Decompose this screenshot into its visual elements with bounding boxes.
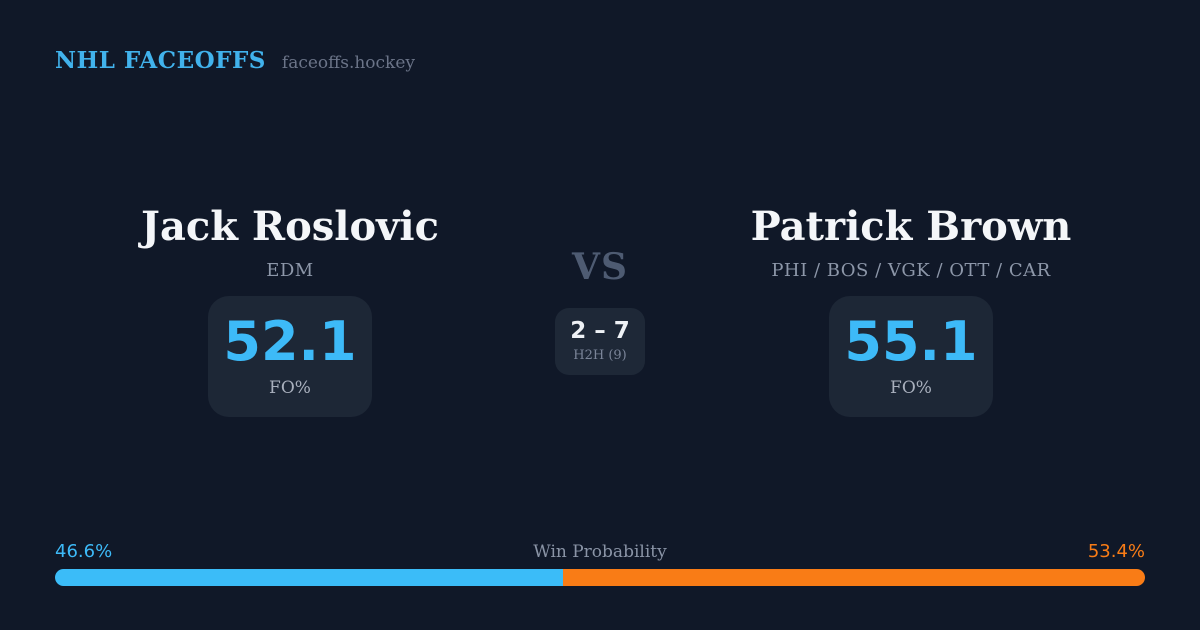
win-probability-section: 46.6% Win Probability 53.4% xyxy=(55,541,1145,586)
player-left-name: Jack Roslovic xyxy=(141,203,439,250)
win-probability-right-pct: 53.4% xyxy=(1087,541,1145,562)
vs-label: VS xyxy=(572,246,628,288)
player-left-fo-value: 52.1 xyxy=(223,310,357,373)
versus-column: VS 2 – 7 H2H (9) xyxy=(540,249,660,375)
site-url: faceoffs.hockey xyxy=(281,53,416,73)
player-right-fo-value: 55.1 xyxy=(844,310,978,373)
win-probability-labels: 46.6% Win Probability 53.4% xyxy=(55,541,1145,562)
player-right-name: Patrick Brown xyxy=(750,203,1072,250)
h2h-label: H2H (9) xyxy=(573,348,627,363)
win-probability-right-segment xyxy=(562,569,1145,586)
player-right-teams: PHI / BOS / VGK / OTT / CAR xyxy=(771,260,1051,281)
player-left-stat-card: 52.1 FO% xyxy=(208,296,372,417)
player-left-teams: EDM xyxy=(266,260,314,281)
h2h-score: 2 – 7 xyxy=(570,318,630,344)
player-right-stat-card: 55.1 FO% xyxy=(829,296,993,417)
win-probability-bar xyxy=(55,569,1145,586)
player-right-column: Patrick Brown PHI / BOS / VGK / OTT / CA… xyxy=(749,205,1073,417)
win-probability-left-segment xyxy=(55,569,563,586)
h2h-card: 2 – 7 H2H (9) xyxy=(555,308,645,375)
player-right-fo-label: FO% xyxy=(890,378,932,398)
brand-title: NHL FACEOFFS xyxy=(55,47,266,74)
win-probability-title: Win Probability xyxy=(533,542,667,562)
player-left-fo-label: FO% xyxy=(269,378,311,398)
header: NHL FACEOFFS faceoffs.hockey xyxy=(55,47,415,74)
player-left-column: Jack Roslovic EDM 52.1 FO% xyxy=(128,205,452,417)
win-probability-left-pct: 46.6% xyxy=(55,541,113,562)
